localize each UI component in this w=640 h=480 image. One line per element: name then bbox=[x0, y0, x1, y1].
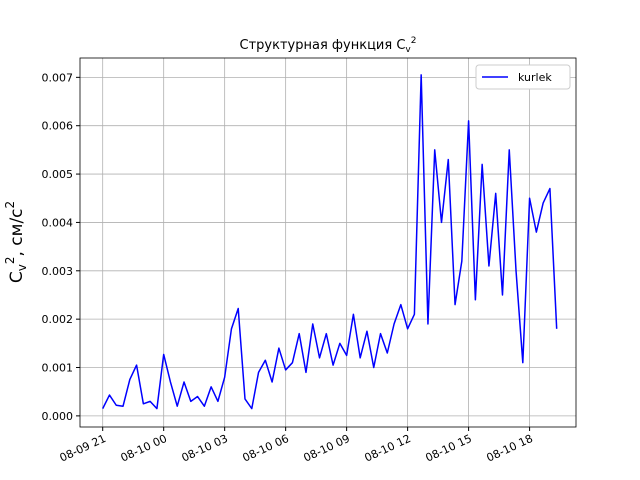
x-tick-label: 08-09 21 bbox=[58, 432, 108, 465]
x-tick-label: 08-10 00 bbox=[119, 432, 169, 465]
legend-label: kurlek bbox=[518, 71, 552, 84]
plot-frame bbox=[79, 57, 577, 428]
x-tick-label: 08-10 18 bbox=[485, 432, 535, 465]
chart-title: Структурная функция Cv2 bbox=[240, 36, 417, 55]
ylabel-unit-sup: 2 bbox=[3, 201, 17, 209]
ylabel-sub: v bbox=[15, 264, 29, 271]
legend-box bbox=[475, 64, 571, 90]
ylabel-text: C bbox=[7, 271, 27, 283]
title-sup: 2 bbox=[411, 36, 417, 46]
title-text: Структурная функция C bbox=[240, 38, 406, 53]
y-tick-label: 0.007 bbox=[42, 71, 74, 84]
data-line bbox=[102, 74, 558, 410]
ylabel-sup: 2 bbox=[3, 257, 17, 265]
y-tick-label: 0.003 bbox=[42, 265, 74, 278]
x-tick-label: 08-10 06 bbox=[241, 432, 291, 465]
y-axis-label: Cv2, см/с2 bbox=[3, 201, 29, 283]
y-tick-label: 0.001 bbox=[42, 362, 74, 375]
y-tick-label: 0.005 bbox=[42, 168, 74, 181]
ylabel-unit: , см/с bbox=[7, 208, 27, 256]
y-tick-label: 0.006 bbox=[42, 120, 74, 133]
x-tick-label: 08-10 03 bbox=[180, 432, 230, 465]
y-tick-label: 0.004 bbox=[42, 216, 74, 229]
title-sub: v bbox=[405, 45, 411, 55]
x-tick-label: 08-10 09 bbox=[302, 432, 352, 465]
x-tick-label: 08-10 15 bbox=[424, 432, 474, 465]
y-tick-label: 0.002 bbox=[42, 313, 74, 326]
x-tick-label: 08-10 12 bbox=[363, 432, 413, 465]
y-tick-label: 0.000 bbox=[42, 410, 74, 423]
